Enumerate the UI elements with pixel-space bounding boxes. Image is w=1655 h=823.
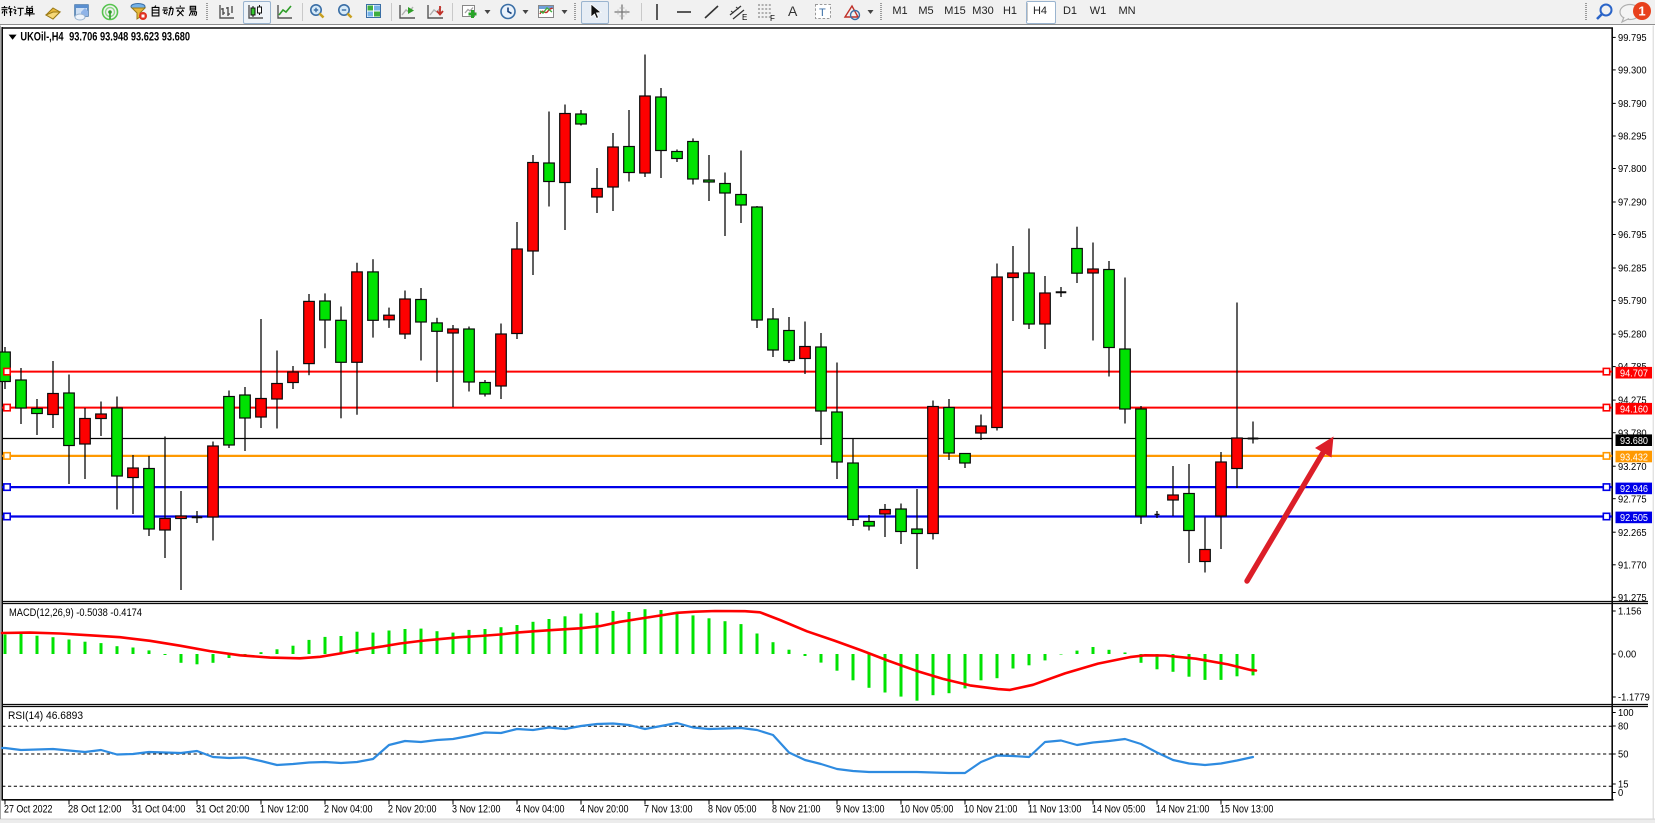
svg-text:93.780: 93.780 — [1618, 428, 1647, 439]
svg-text:94.160: 94.160 — [1620, 405, 1648, 416]
svg-text:91.770: 91.770 — [1618, 560, 1647, 571]
svg-text:2 Nov 04:00: 2 Nov 04:00 — [324, 804, 373, 816]
svg-text:RSI(14) 46.6893: RSI(14) 46.6893 — [8, 710, 83, 722]
svg-text:T: T — [819, 7, 826, 19]
svg-text:92.265: 92.265 — [1618, 528, 1647, 539]
svg-text:9 Nov 13:00: 9 Nov 13:00 — [836, 804, 885, 816]
svg-text:8 Nov 05:00: 8 Nov 05:00 — [708, 804, 757, 816]
svg-text:31 Oct 20:00: 31 Oct 20:00 — [196, 804, 249, 816]
svg-text:97.290: 97.290 — [1618, 198, 1647, 209]
svg-text:92.946: 92.946 — [1620, 484, 1648, 495]
svg-text:100: 100 — [1618, 708, 1634, 719]
svg-text:15: 15 — [1618, 780, 1629, 791]
svg-text:7 Nov 13:00: 7 Nov 13:00 — [644, 804, 693, 816]
svg-text:98.790: 98.790 — [1618, 99, 1647, 110]
svg-text:95.790: 95.790 — [1618, 296, 1647, 307]
svg-text:8 Nov 21:00: 8 Nov 21:00 — [772, 804, 821, 816]
svg-text:14 Nov 21:00: 14 Nov 21:00 — [1156, 804, 1209, 816]
svg-text:UKOil-,H4: UKOil-,H4 — [20, 30, 63, 44]
svg-text:98.295: 98.295 — [1618, 132, 1647, 143]
svg-text:4 Nov 04:00: 4 Nov 04:00 — [516, 804, 565, 816]
svg-text:27 Oct 2022: 27 Oct 2022 — [4, 804, 53, 816]
svg-text:94.275: 94.275 — [1618, 396, 1647, 407]
svg-text:15 Nov 13:00: 15 Nov 13:00 — [1220, 804, 1273, 816]
svg-text:0.00: 0.00 — [1618, 650, 1637, 661]
svg-text:97.800: 97.800 — [1618, 164, 1647, 175]
svg-text:93.270: 93.270 — [1618, 462, 1647, 473]
svg-text:F: F — [770, 14, 775, 22]
svg-text:10 Nov 05:00: 10 Nov 05:00 — [900, 804, 953, 816]
svg-text:3 Nov 12:00: 3 Nov 12:00 — [452, 804, 501, 816]
svg-text:2 Nov 20:00: 2 Nov 20:00 — [388, 804, 437, 816]
svg-text:92.505: 92.505 — [1620, 513, 1648, 524]
svg-text:94.707: 94.707 — [1620, 369, 1648, 380]
svg-text:E: E — [742, 13, 747, 22]
svg-text:99.795: 99.795 — [1618, 33, 1647, 44]
svg-text:11 Nov 13:00: 11 Nov 13:00 — [1028, 804, 1081, 816]
svg-text:14 Nov 05:00: 14 Nov 05:00 — [1092, 804, 1145, 816]
svg-text:93.706 93.948 93.623 93.680: 93.706 93.948 93.623 93.680 — [69, 30, 190, 44]
svg-text:4 Nov 20:00: 4 Nov 20:00 — [580, 804, 629, 816]
svg-text:1 Nov 12:00: 1 Nov 12:00 — [260, 804, 309, 816]
svg-text:28 Oct 12:00: 28 Oct 12:00 — [68, 804, 121, 816]
svg-text:93.680: 93.680 — [1620, 436, 1648, 447]
svg-text:10 Nov 21:00: 10 Nov 21:00 — [964, 804, 1017, 816]
svg-text:1.156: 1.156 — [1618, 607, 1642, 618]
svg-text:31 Oct 04:00: 31 Oct 04:00 — [132, 804, 185, 816]
svg-text:91.275: 91.275 — [1618, 593, 1647, 604]
svg-text:MACD(12,26,9) -0.5038 -0.4174: MACD(12,26,9) -0.5038 -0.4174 — [9, 607, 142, 619]
svg-text:95.280: 95.280 — [1618, 330, 1647, 341]
svg-text:80: 80 — [1618, 722, 1629, 733]
svg-text:96.795: 96.795 — [1618, 230, 1647, 241]
svg-text:96.285: 96.285 — [1618, 264, 1647, 275]
svg-text:92.775: 92.775 — [1618, 494, 1647, 505]
svg-text:99.300: 99.300 — [1618, 66, 1647, 77]
svg-text:0: 0 — [1618, 788, 1624, 799]
svg-text:50: 50 — [1618, 750, 1629, 761]
svg-text:1: 1 — [1638, 4, 1645, 19]
svg-text:-1.1779: -1.1779 — [1618, 693, 1650, 704]
svg-text:93.432: 93.432 — [1620, 452, 1648, 463]
